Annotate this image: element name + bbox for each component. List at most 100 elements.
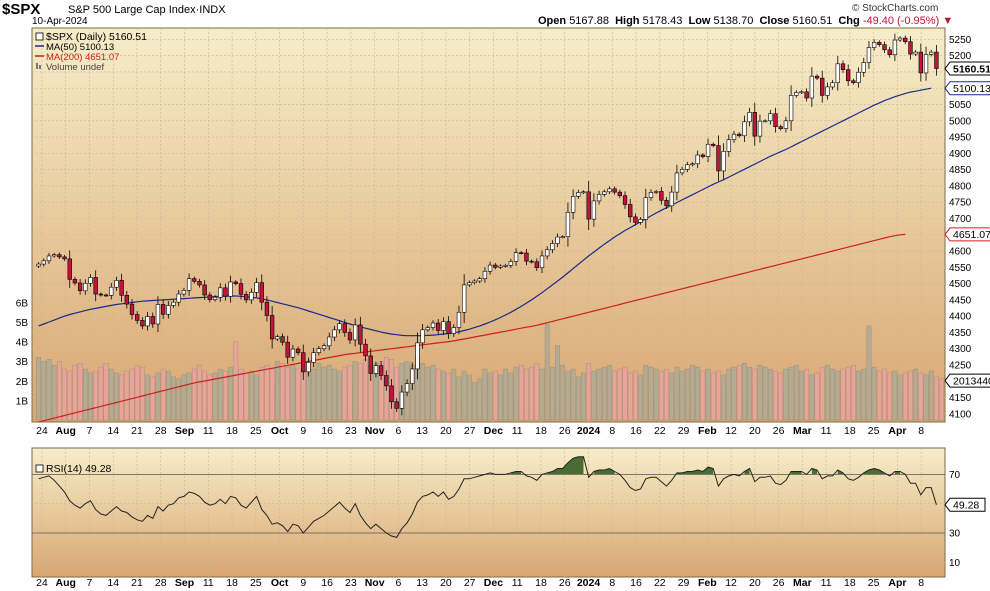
volume-bar — [819, 366, 825, 421]
volume-bar — [659, 370, 664, 421]
candle — [508, 261, 514, 266]
x-tick-label: 28 — [155, 425, 167, 437]
candle — [72, 279, 78, 284]
candle — [275, 336, 280, 340]
rsi-x-tick-label: 18 — [844, 577, 856, 589]
volume-bar — [513, 366, 519, 421]
candle — [778, 126, 783, 129]
candle — [934, 51, 939, 69]
rsi-x-tick-label: 11 — [821, 577, 832, 589]
x-tick-label: 9 — [300, 425, 306, 437]
legend-volume: Volume undef — [46, 62, 104, 73]
symbol: $SPX — [2, 1, 41, 18]
volume-bar — [191, 368, 197, 421]
candle — [171, 301, 176, 306]
volume-bar — [721, 374, 726, 421]
candle — [487, 264, 493, 272]
index-name: S&P 500 Large Cap Index·INDX — [68, 4, 226, 16]
volume-bar — [186, 372, 192, 421]
volume-bar — [140, 366, 145, 421]
candle — [513, 252, 519, 262]
candle — [269, 315, 275, 340]
volume-bar — [778, 372, 784, 421]
volume-bar — [207, 374, 213, 421]
volume-bar — [103, 363, 109, 421]
volume-bar — [285, 366, 291, 421]
value-tag-label: 4651.07 — [953, 229, 990, 241]
candle — [555, 236, 560, 244]
volume-bar — [529, 366, 534, 421]
volume-bar — [809, 374, 815, 421]
volume-bar — [622, 366, 628, 421]
rsi-legend: RSI(14) 49.28 — [46, 463, 112, 475]
candle — [612, 188, 617, 193]
candle — [238, 283, 244, 295]
candle — [596, 194, 602, 202]
x-tick-label: 18 — [844, 425, 856, 437]
volume-bar — [882, 368, 887, 421]
x-tick-label: 20 — [440, 425, 452, 437]
candle — [866, 47, 872, 63]
rsi-x-tick-label: Feb — [698, 577, 717, 589]
rsi-x-tick-label: Oct — [271, 577, 289, 589]
chg-value: -49.40 (-0.95%) — [862, 15, 940, 27]
close-label: Close — [759, 15, 790, 27]
candle — [285, 341, 290, 358]
index-name-text: S&P 500 Large Cap Index — [68, 4, 196, 16]
volume-bar — [825, 364, 830, 421]
volume-bar — [586, 363, 592, 421]
candle — [877, 42, 882, 45]
price-tick-label: 4350 — [949, 328, 972, 339]
x-tick-label: 18 — [226, 425, 238, 437]
volume-bar — [394, 366, 400, 421]
candle — [560, 236, 565, 239]
volume-bar — [181, 374, 187, 421]
rsi-x-tick-label: Aug — [55, 577, 75, 589]
rsi-x-tick-label: Dec — [484, 577, 503, 589]
candle — [820, 77, 825, 96]
volume-bar — [72, 364, 78, 421]
x-tick-label: Mar — [793, 425, 812, 437]
candle — [918, 51, 924, 74]
candle — [908, 41, 913, 55]
rsi-x-tick-label: 14 — [107, 577, 119, 589]
candle — [809, 75, 815, 99]
candle — [664, 199, 669, 207]
volume-bar — [228, 366, 233, 421]
volume-bar — [705, 368, 711, 421]
x-tick-label: 25 — [250, 425, 262, 437]
x-tick-label: 11 — [203, 425, 214, 437]
candle — [410, 368, 415, 384]
volume-bar — [274, 361, 280, 421]
volume-bar — [923, 374, 929, 421]
candle — [695, 154, 700, 165]
rsi-x-tick-label: 6 — [395, 577, 401, 589]
volume-bar — [82, 368, 88, 421]
x-tick-label: 29 — [678, 425, 690, 437]
candle — [327, 336, 332, 347]
rsi-x-tick-label: 12 — [725, 577, 737, 589]
x-tick-label: 25 — [868, 425, 880, 437]
volume-bar — [51, 364, 57, 421]
candle — [228, 281, 233, 297]
volume-bar — [347, 364, 353, 421]
candle — [477, 278, 482, 282]
volume-bar — [306, 372, 311, 421]
price-tick-label: 4450 — [949, 295, 972, 306]
volume-bar — [928, 370, 934, 421]
candle — [913, 51, 918, 55]
rsi-x-tick-label: 11 — [512, 577, 523, 589]
x-tick-label: 6 — [395, 425, 401, 437]
rsi-x-tick-label: 11 — [203, 577, 214, 589]
chg-label: Chg — [838, 15, 860, 27]
candle — [503, 265, 508, 267]
volume-bar — [565, 370, 571, 421]
volume-bar — [560, 364, 566, 421]
price-tick-label: 4150 — [949, 393, 972, 404]
volume-bar — [114, 372, 119, 421]
x-tick-label: 7 — [87, 425, 93, 437]
candle — [762, 120, 768, 123]
candle — [451, 327, 456, 334]
volume-bar — [596, 368, 602, 421]
candle — [88, 277, 93, 284]
